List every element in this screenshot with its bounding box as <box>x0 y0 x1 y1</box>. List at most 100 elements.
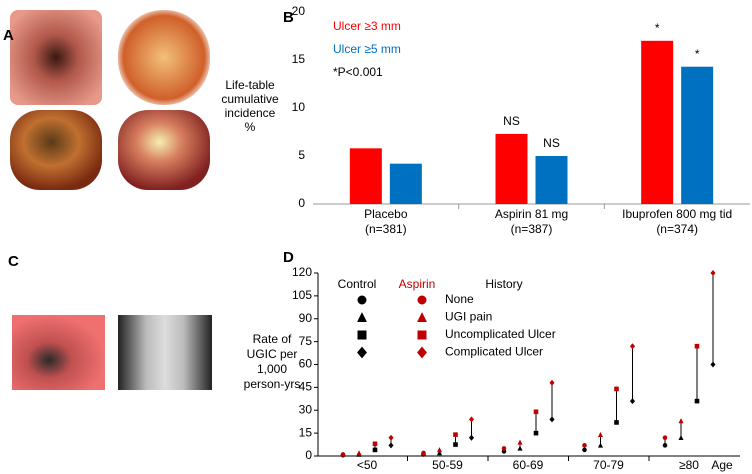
marker <box>357 295 367 305</box>
x-tick-label: ≥80 <box>679 458 699 472</box>
marker <box>372 447 378 453</box>
marker <box>356 450 362 456</box>
marker <box>388 442 394 449</box>
panel-label: C <box>8 253 19 270</box>
y-tick-label: 0 <box>298 196 305 210</box>
x-tick-label: <50 <box>357 458 378 472</box>
marker <box>678 434 684 440</box>
y-tick-label: 0 <box>305 448 312 462</box>
x-tick-label: Placebo <box>364 207 408 221</box>
y-tick-label: 60 <box>299 357 313 371</box>
marker <box>436 450 443 456</box>
x-tick-label: Aspirin 81 mg <box>495 207 568 221</box>
marker <box>597 442 604 448</box>
y-tick-label: 15 <box>292 52 306 66</box>
marker <box>417 346 427 359</box>
legend-entry: Ulcer ≥5 mm <box>333 42 401 56</box>
bar-annotation: NS <box>543 136 560 150</box>
marker <box>710 361 716 368</box>
marker <box>417 312 427 322</box>
marker <box>549 379 555 386</box>
legend-header: Control <box>338 277 377 291</box>
y-tick-label: 75 <box>299 334 313 348</box>
marker <box>582 443 587 448</box>
panel-a-images <box>10 10 210 190</box>
panel-label: B <box>283 9 294 26</box>
bar <box>349 148 382 204</box>
y-axis-label: Rate of <box>253 332 292 346</box>
marker <box>417 330 427 340</box>
y-axis-label: % <box>245 120 256 134</box>
marker <box>453 442 458 447</box>
y-axis-label: Life-table <box>225 78 275 92</box>
x-tick-sublabel: (n=381) <box>365 222 407 236</box>
bar-annotation: * <box>655 21 660 35</box>
marker <box>694 398 700 404</box>
marker <box>417 295 427 305</box>
bar <box>641 40 674 204</box>
endoscopy-image <box>118 10 210 105</box>
marker <box>533 430 539 436</box>
x-tick-sublabel: (n=374) <box>656 222 698 236</box>
marker <box>582 447 587 453</box>
y-tick-label: 15 <box>299 425 313 439</box>
endoscopy-image <box>12 315 105 390</box>
marker <box>533 409 539 415</box>
marker <box>517 439 523 445</box>
marker <box>549 416 555 423</box>
bar <box>495 133 528 204</box>
y-tick-label: 10 <box>292 100 306 114</box>
marker <box>468 416 475 423</box>
bar <box>389 163 422 204</box>
marker <box>614 386 619 392</box>
xray-image <box>118 315 212 390</box>
y-tick-label: 45 <box>299 380 313 394</box>
y-tick-label: 20 <box>292 4 306 18</box>
y-tick-label: 120 <box>292 265 312 279</box>
marker <box>357 312 367 322</box>
marker <box>357 346 367 359</box>
y-axis-label: 1,000 <box>257 362 287 376</box>
note: *P<0.001 <box>333 65 383 79</box>
endoscopy-image <box>10 10 102 105</box>
marker <box>421 450 426 456</box>
marker <box>340 452 346 457</box>
marker <box>372 441 378 447</box>
bar-annotation: * <box>695 47 700 61</box>
marker <box>710 270 716 276</box>
y-axis-label: person-yrs <box>244 377 301 391</box>
bar <box>535 156 568 204</box>
marker <box>614 420 619 425</box>
marker <box>662 435 668 441</box>
x-tick-label: 60-69 <box>513 458 544 472</box>
marker <box>629 343 636 350</box>
marker <box>517 445 523 451</box>
legend-entry: UGI pain <box>445 310 492 324</box>
y-axis-label: incidence <box>225 106 276 120</box>
y-tick-label: 105 <box>292 288 312 302</box>
x-tick-label: Ibuprofen 800 mg tid <box>622 207 732 221</box>
marker <box>468 434 475 441</box>
endoscopy-image <box>118 110 210 190</box>
y-axis-label: cumulative <box>221 92 279 106</box>
panel-label: D <box>283 249 294 266</box>
x-axis-label: Age <box>711 458 733 472</box>
legend-entry: Ulcer ≥3 mm <box>333 19 401 33</box>
marker <box>678 418 684 424</box>
y-axis-label: UGIC per <box>247 347 298 361</box>
bar <box>681 66 714 204</box>
marker <box>357 330 367 340</box>
marker <box>501 446 507 451</box>
legend-title: History <box>485 277 522 291</box>
legend-entry: Uncomplicated Ulcer <box>445 327 556 341</box>
x-tick-label: 50-59 <box>432 458 463 472</box>
x-tick-label: 70-79 <box>593 458 624 472</box>
marker <box>597 431 604 437</box>
marker <box>694 343 700 349</box>
endoscopy-image <box>10 110 102 190</box>
panel-label: A <box>3 27 14 44</box>
y-tick-label: 5 <box>298 148 305 162</box>
x-tick-sublabel: (n=387) <box>511 222 553 236</box>
marker <box>662 443 668 448</box>
